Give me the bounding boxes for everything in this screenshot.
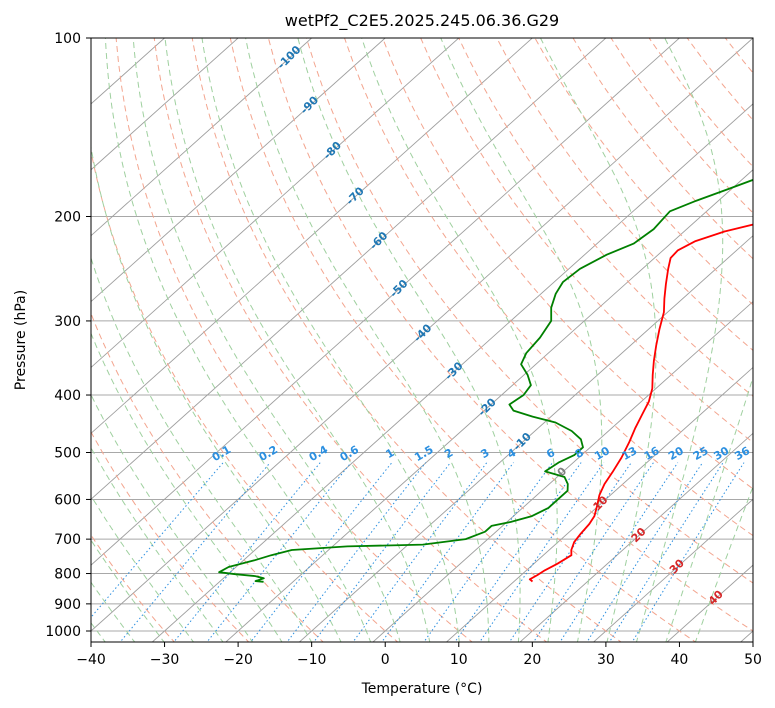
moist-adiabat-line [297,38,521,642]
moist-adiabat-line [91,446,224,642]
mixing-ratio-line [91,462,224,619]
y-tick-label: 900 [54,597,81,613]
dry-adiabat-line [229,38,697,642]
y-axis: 1000 900 800 700 600 500 400 300 200 100 [45,31,91,640]
mixing-ratio-line [586,462,704,642]
dry-adiabat-line [458,38,753,397]
mixing-ratio-line [608,462,724,642]
moist-adiabat-line [440,38,603,642]
y-tick-label: 500 [54,445,81,461]
x-axis-label: Temperature (°C) [361,681,483,697]
moist-adiabat-line [91,256,313,642]
y-axis-label: Pressure (hPa) [13,290,29,390]
isotherm-line [91,38,386,303]
dry-adiabat-line [91,148,399,642]
isotherm-line [298,235,753,642]
temperature-line [528,223,753,583]
y-tick-label: 1000 [45,624,81,640]
isotherm-line [445,366,753,642]
x-tick-label: −30 [150,652,180,668]
isotherm-line [91,38,313,237]
mixing-ratio-line [173,462,321,642]
x-tick-label: 50 [744,652,762,668]
dry-adiabat-line [115,38,473,642]
isotherm-line [372,300,753,642]
mixing-ratio-line [250,462,393,642]
isotherm-line [519,432,753,642]
dry-adiabat-line [305,38,753,584]
dry-adiabat-line [496,38,753,352]
mixing-ratio-line [631,462,745,642]
x-tick-label: 20 [523,652,541,668]
mixing-ratio-line [119,462,271,642]
moist-adiabat-line [694,485,753,642]
x-axis: −40 −30 −20 −10 0 10 20 30 40 50 [76,642,762,668]
moist-adiabat-line [540,38,657,642]
chart-title: wetPf2_C2E5.2025.245.06.36.G29 [285,11,559,31]
sounding-series [218,178,753,583]
mixing-ratio-line [313,462,451,642]
mixing-ratio-line [206,462,352,642]
mixing-ratio-line [286,462,427,642]
moist-adiabat-line [91,539,165,642]
isotherm-line [592,498,753,642]
moist-adiabat-line [91,581,136,642]
y-tick-label: 600 [54,492,81,508]
mixing-ratio-line [352,462,488,642]
mixing-ratio-line [533,462,654,642]
x-tick-label: 40 [671,652,689,668]
dry-adiabat-line [267,38,753,632]
y-tick-label: 400 [54,388,81,404]
dry-adiabat-line [534,38,753,306]
plot-frame [90,37,754,643]
mixing-ratio-line [381,462,514,642]
moist-adiabat-line [635,38,724,642]
moist-adiabat-line [245,38,490,642]
dry-adiabat-line [344,38,753,537]
isotherm-line [91,38,239,171]
y-tick-label: 200 [54,210,81,226]
moist-adiabat-line [132,38,401,642]
mixing-ratio-line [559,462,679,642]
moist-adiabat-line [91,144,342,642]
y-tick-label: 300 [54,314,81,330]
dry-adiabat-line [420,38,753,444]
background-lines [91,38,753,642]
isotherm-line [91,38,534,434]
moist-adiabat-line [91,332,283,642]
moist-adiabat-line [91,393,254,642]
mixing-ratio-line [423,462,553,642]
moist-adiabat-line [361,38,558,642]
x-tick-label: −10 [297,652,327,668]
x-tick-label: −20 [223,652,253,668]
moist-adiabat-line [91,494,195,642]
dry-adiabat-line [153,38,548,642]
isotherm-line [91,38,681,566]
y-tick-label: 100 [54,31,81,47]
dry-adiabat-line [91,534,175,642]
isotherm-line [151,103,753,642]
x-tick-label: 10 [450,652,468,668]
x-tick-label: 0 [381,652,390,668]
moist-adiabat-line [164,38,431,642]
dewpoint-line [218,178,753,583]
x-tick-label: −40 [76,652,106,668]
isotherm-line [91,38,753,632]
y-tick-label: 700 [54,532,81,548]
moist-adiabat-line [201,38,460,642]
dry-adiabat-line [382,38,753,490]
y-tick-label: 800 [54,567,81,583]
isotherm-line [91,38,607,500]
moist-adiabat-line [665,375,753,642]
x-tick-label: 30 [597,652,615,668]
dry-adiabat-line [191,38,622,642]
isotherm-line [91,38,460,369]
